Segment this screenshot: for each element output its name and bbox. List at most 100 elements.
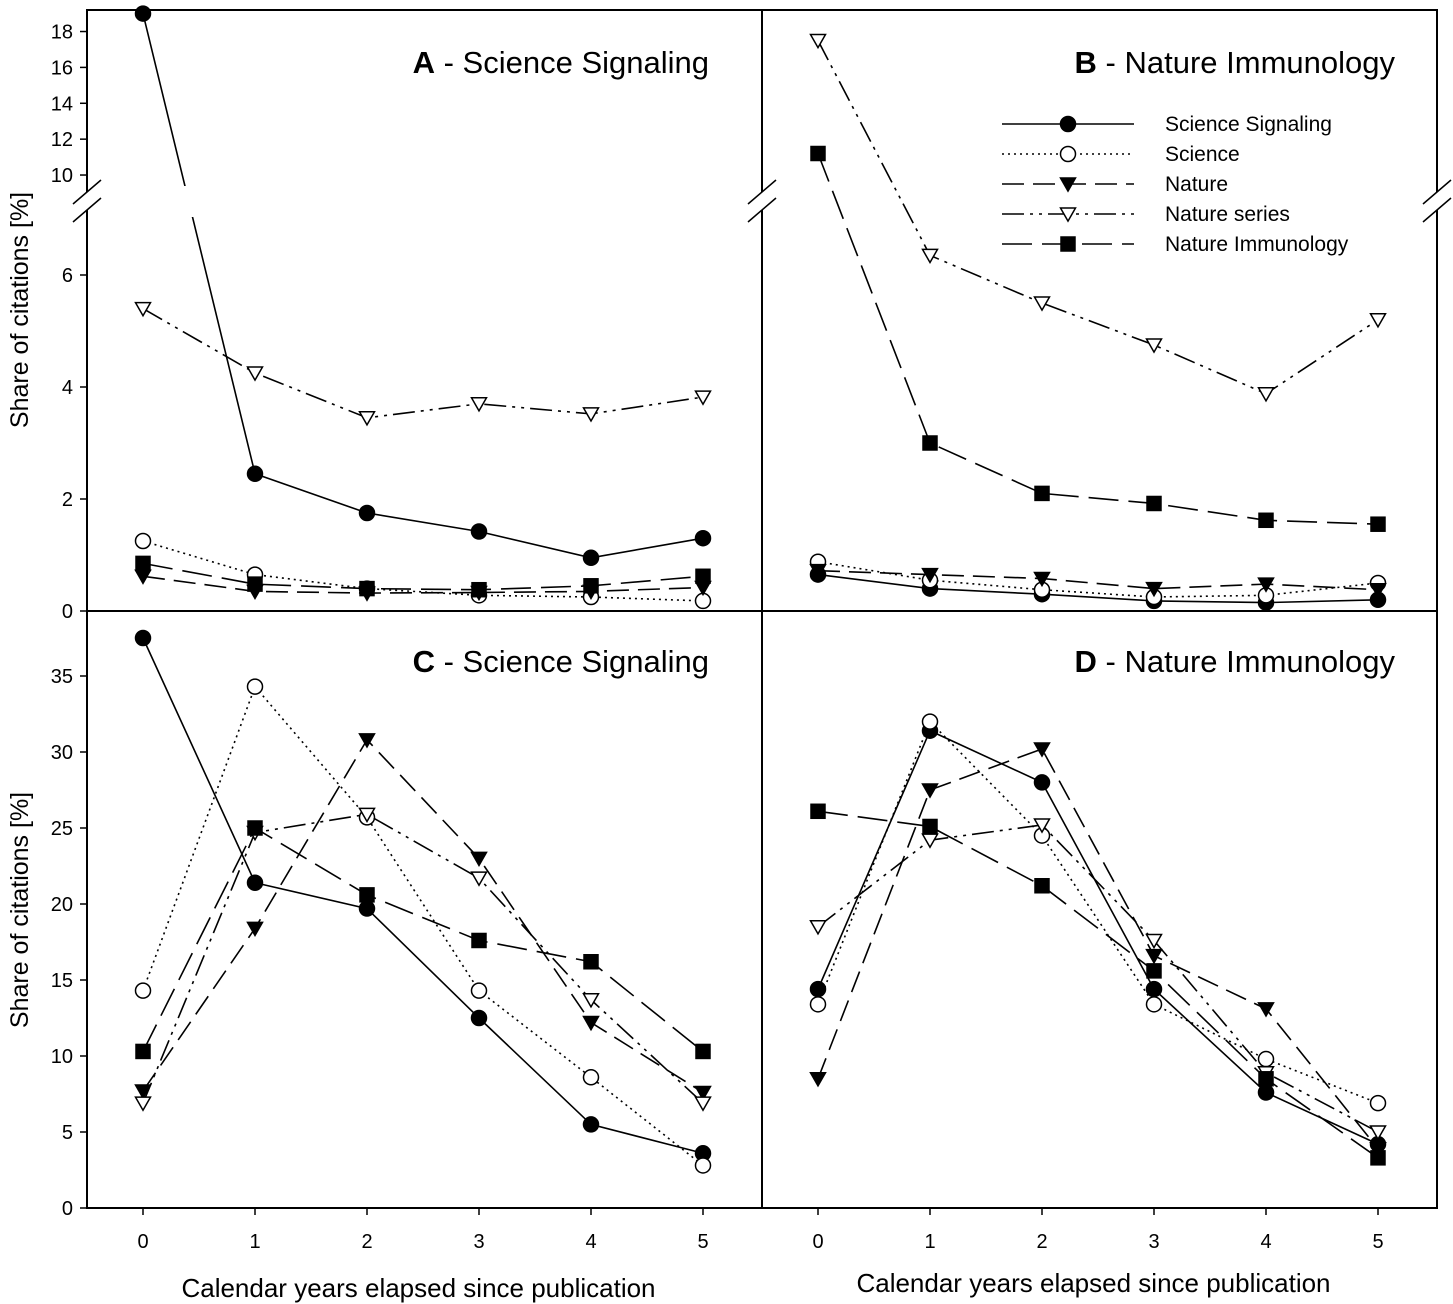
data-point [359,580,375,597]
y-tick-label: 20 [51,894,73,916]
series-nature-immunology [810,803,1386,1166]
legend-entry: Science [1002,143,1240,166]
data-point [694,1157,712,1174]
data-point [809,1072,827,1088]
data-point [809,920,827,936]
x-tick-label: 1 [249,1231,260,1253]
series-nature-series [809,33,1387,403]
data-point [1145,996,1163,1013]
series-nature [134,733,712,1102]
series-nature [809,742,1387,1158]
axis-break-mark [747,179,777,205]
data-point [470,1009,488,1027]
series-line [142,813,704,1104]
data-point [1369,1125,1387,1141]
data-point [470,871,488,887]
data-point [1145,581,1163,598]
data-point [1257,1050,1275,1068]
x-tick-label: 2 [361,1231,372,1253]
axis-break-mark [1422,179,1452,205]
data-point [921,567,939,584]
data-point [1370,1150,1386,1166]
data-point [922,818,938,835]
data-point [358,411,376,427]
y-tick-label: 4 [62,377,73,399]
legend-marker [1059,115,1077,133]
data-point [1034,485,1050,502]
x-tick-label: 0 [137,1231,148,1253]
data-point [134,1096,152,1112]
legend-entry: Nature [1002,173,1228,196]
data-point [134,532,152,550]
panel-title-text: - Science Signaling [435,644,709,679]
data-point [134,1084,152,1100]
data-point [809,33,827,50]
series-science [134,532,712,610]
series-nature-series [134,807,712,1112]
axis-break-gap [1434,192,1440,210]
series-science-signaling [809,722,1387,1153]
data-point [1369,313,1387,329]
series-nature [134,569,712,602]
data-point [1257,1002,1275,1018]
series-line [142,575,704,594]
data-point [810,145,826,162]
x-tick-label: 4 [1260,1231,1271,1253]
y-tick-label: 10 [51,165,73,187]
data-point [1145,948,1163,965]
series-line [142,637,704,1155]
panel-c: 0 5 10 15 20 25 30 35 0 1 2 3 4 5 Share of citations [… [6,610,763,1303]
y-tick-label: 2 [62,489,73,511]
panel-title: C - Science Signaling [413,644,709,679]
data-point [246,921,264,937]
data-point [1033,774,1051,791]
panel-title-text: - Nature Immunology [1097,45,1396,80]
legend-marker [1059,177,1077,193]
data-point [134,982,152,999]
series-line [817,824,1379,1133]
data-point [1034,878,1050,894]
x-tick-label: 2 [1036,1231,1047,1253]
data-point [470,523,488,540]
series-line [817,720,1379,1104]
x-tick-label: 5 [697,1231,708,1253]
y-tick-label: 12 [51,129,73,151]
data-point [694,1096,712,1112]
data-point [921,248,939,265]
panel-frame [86,9,763,612]
axis-break-gap [759,192,765,210]
data-point [135,555,151,572]
data-point [1145,933,1163,950]
data-point [694,1085,712,1102]
panel-frame [86,610,763,1209]
data-point [1146,963,1162,979]
y-tick-label: 16 [51,57,73,79]
data-point [921,713,939,730]
panel-title-letter: A [413,45,435,80]
legend-label: Nature series [1165,203,1290,226]
series-science [134,678,712,1174]
data-point [358,504,376,522]
legend-entry: Nature series [1002,203,1290,226]
y-tick-label: 10 [51,1046,73,1068]
data-point [582,549,600,567]
legend-label: Nature Immunology [1165,233,1349,256]
data-point [358,900,376,917]
data-point [1258,512,1274,529]
data-point [1369,582,1387,599]
data-point [1033,818,1051,834]
series-science-signaling [134,5,712,567]
data-point [471,581,487,598]
panel-title-letter: D [1075,644,1097,679]
panel-title-letter: B [1075,45,1097,80]
panel-title: D - Nature Immunology [1075,644,1396,679]
x-axis-label: Calendar years elapsed since publication [181,1273,655,1303]
x-tick-label: 1 [924,1231,935,1253]
break-mask [127,186,287,217]
data-point [922,435,938,451]
panel-d: 0 1 2 3 4 5 Calendar years elapsed since publi… [761,610,1438,1298]
data-point [1257,386,1275,403]
series-line [142,685,704,1167]
legend-entry: Science Signaling [1002,113,1332,136]
y-tick-label: 18 [51,22,73,44]
